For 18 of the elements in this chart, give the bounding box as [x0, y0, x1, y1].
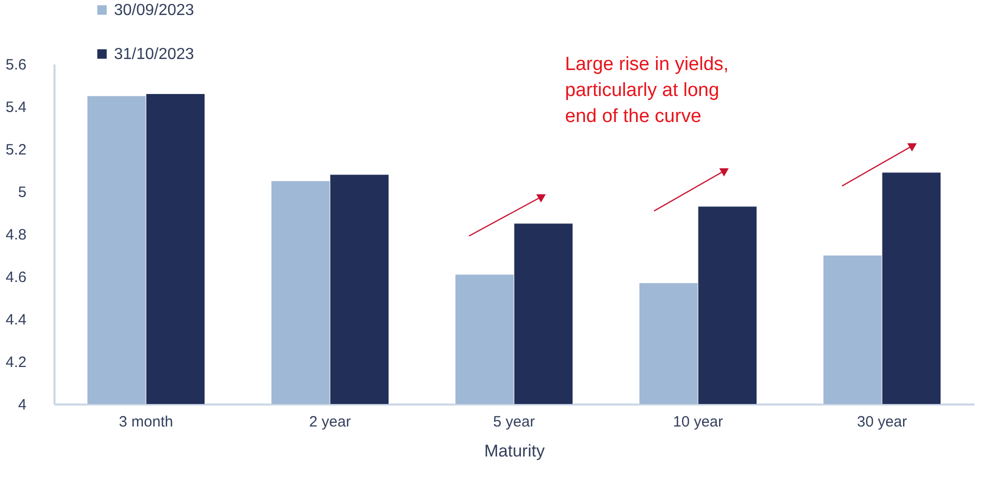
- y-tick-label: 4.6: [6, 269, 26, 286]
- legend-label: 31/10/2023: [114, 46, 194, 63]
- x-tick-label: 3 month: [118, 414, 174, 430]
- y-tick-label: 4.4: [6, 312, 26, 328]
- y-tick-label: 4: [18, 396, 26, 414]
- x-tick-label: 10 year: [672, 414, 724, 430]
- y-tick-label: 4.8: [6, 226, 26, 244]
- y-tick-label: 5.4: [6, 99, 26, 116]
- y-tick-label: 4.2: [6, 354, 26, 371]
- annotation: Large rise in yields, particularly at long end of the curve: [565, 54, 729, 127]
- x-tick-label: 5 year: [493, 414, 535, 430]
- y-tick-label: 5: [18, 184, 26, 201]
- x-tick-label: 2 year: [309, 414, 351, 430]
- y-tick-label: 5.2: [6, 142, 26, 158]
- y-tick-label: 5.6: [6, 56, 26, 74]
- x-axis-title: Maturity: [484, 442, 546, 460]
- x-tick-label: 30 year: [856, 414, 908, 430]
- legend-label: 30/09/2023: [114, 2, 194, 19]
